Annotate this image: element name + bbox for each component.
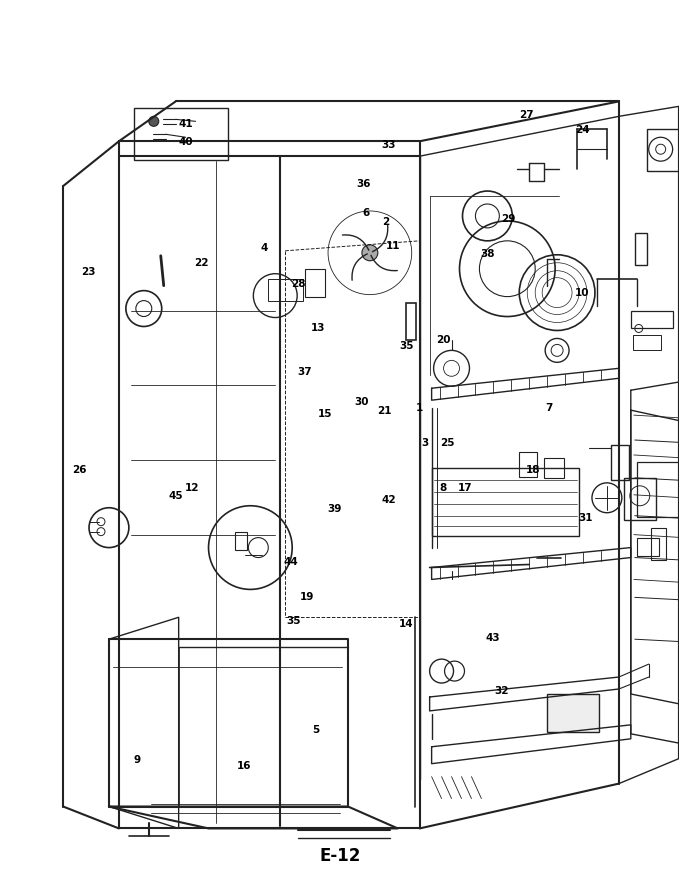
Bar — [611, 445, 629, 480]
Bar — [134, 109, 228, 160]
Text: 41: 41 — [178, 119, 193, 129]
Text: 8: 8 — [439, 482, 447, 492]
Bar — [305, 269, 325, 296]
Text: 6: 6 — [362, 207, 369, 218]
Text: 12: 12 — [185, 482, 200, 492]
Text: 17: 17 — [458, 482, 473, 492]
Text: 15: 15 — [318, 409, 333, 419]
Text: 37: 37 — [297, 368, 312, 377]
Text: E-12: E-12 — [320, 847, 360, 865]
Text: 20: 20 — [436, 336, 450, 345]
Text: 29: 29 — [500, 214, 515, 224]
Bar — [235, 531, 248, 549]
Text: 4: 4 — [260, 243, 268, 254]
Text: 31: 31 — [578, 513, 592, 522]
Bar — [269, 279, 303, 301]
Bar — [547, 694, 599, 732]
Text: 10: 10 — [575, 287, 590, 297]
Text: 13: 13 — [311, 323, 326, 333]
Text: 22: 22 — [194, 258, 208, 268]
Bar — [647, 129, 680, 171]
Bar — [633, 336, 661, 351]
Text: 18: 18 — [526, 465, 540, 475]
Text: 19: 19 — [301, 593, 315, 603]
Text: 24: 24 — [575, 125, 590, 135]
Text: 33: 33 — [381, 141, 396, 150]
Text: 25: 25 — [440, 438, 454, 449]
Text: 11: 11 — [386, 240, 400, 251]
Text: 32: 32 — [494, 686, 509, 696]
Text: 44: 44 — [284, 557, 299, 567]
Bar — [636, 538, 659, 555]
Text: 39: 39 — [327, 504, 342, 514]
Text: 28: 28 — [291, 279, 305, 288]
Text: 43: 43 — [485, 633, 500, 643]
Bar — [406, 303, 415, 341]
Text: 40: 40 — [178, 137, 193, 147]
Text: 45: 45 — [169, 491, 184, 501]
Text: 2: 2 — [381, 216, 389, 227]
Text: 35: 35 — [287, 616, 301, 626]
Text: 30: 30 — [354, 398, 369, 408]
Bar — [631, 311, 673, 328]
Text: 38: 38 — [480, 249, 495, 259]
Text: 9: 9 — [133, 755, 140, 765]
Text: 16: 16 — [237, 761, 251, 771]
Bar — [544, 458, 564, 478]
Text: 21: 21 — [377, 407, 391, 417]
Bar — [651, 528, 666, 560]
Circle shape — [149, 117, 158, 126]
Bar — [432, 468, 579, 536]
Bar — [624, 478, 656, 520]
Text: 35: 35 — [399, 341, 413, 351]
Text: 1: 1 — [416, 403, 424, 413]
Text: 14: 14 — [399, 619, 413, 629]
Bar — [636, 462, 680, 517]
Text: 23: 23 — [81, 267, 95, 277]
Bar — [520, 452, 537, 477]
Text: 26: 26 — [72, 465, 86, 475]
Text: 3: 3 — [421, 438, 428, 449]
Text: 27: 27 — [519, 110, 534, 120]
Text: 5: 5 — [313, 725, 320, 735]
Text: 7: 7 — [545, 403, 552, 413]
Text: 36: 36 — [356, 179, 371, 189]
Text: 42: 42 — [381, 495, 396, 505]
Circle shape — [362, 245, 378, 261]
Bar — [635, 233, 647, 264]
